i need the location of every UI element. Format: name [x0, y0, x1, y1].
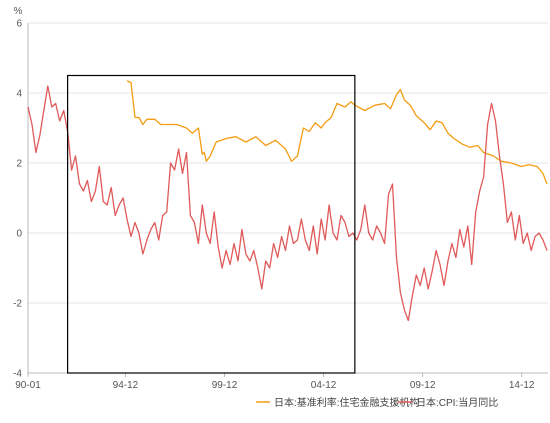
y-tick-label: 6 [16, 19, 22, 30]
legend: 日本:基准利率:住宅金融支援机构 日本:CPI:当月同比 [256, 396, 498, 409]
y-ticks: -4 -2 0 2 4 6 [13, 19, 22, 380]
y-unit-label: % [14, 6, 23, 17]
x-ticks: 90-01 94-12 99-12 04-12 09-12 14-12 [15, 373, 535, 391]
series-line-orange [126, 80, 548, 185]
highlight-box [67, 74, 356, 374]
x-tick-label: 90-01 [15, 380, 41, 391]
legend-item-orange[interactable]: 日本:基准利率:住宅金融支援机构 [256, 396, 420, 409]
highlight-rectangle [67, 74, 356, 374]
y-tick-label: 4 [16, 89, 22, 100]
legend-item-red[interactable]: 日本:CPI:当月同比 [398, 396, 498, 409]
y-tick-label: -4 [13, 369, 22, 380]
y-tick-label: 0 [16, 229, 22, 240]
series-lines [27, 80, 548, 322]
legend-label-red: 日本:CPI:当月同比 [416, 396, 498, 409]
x-tick-label: 04-12 [311, 380, 337, 391]
y-tick-label: -2 [13, 299, 22, 310]
series-line-red [27, 85, 548, 322]
x-tick-label: 94-12 [113, 380, 139, 391]
legend-label-orange: 日本:基准利率:住宅金融支援机构 [274, 396, 420, 409]
x-tick-label: 14-12 [509, 380, 535, 391]
x-tick-label: 99-12 [212, 380, 238, 391]
y-tick-label: 2 [16, 159, 22, 170]
x-tick-label: 09-12 [410, 380, 436, 391]
